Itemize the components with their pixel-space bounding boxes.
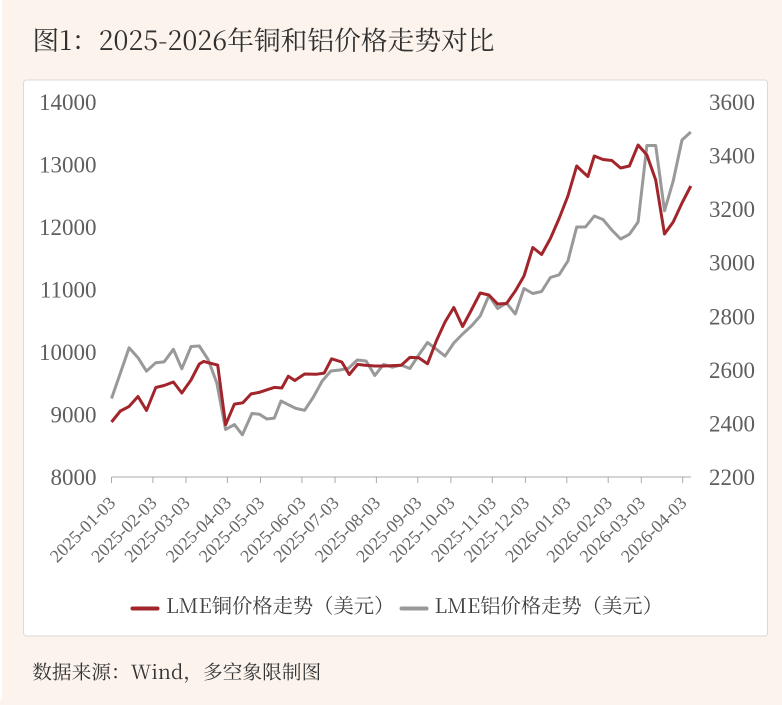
svg-text:8000: 8000 <box>51 465 97 490</box>
svg-text:3000: 3000 <box>709 251 755 276</box>
svg-text:12000: 12000 <box>39 215 97 240</box>
svg-text:2800: 2800 <box>709 304 755 329</box>
svg-text:10000: 10000 <box>39 340 97 365</box>
svg-text:2600: 2600 <box>709 358 755 383</box>
svg-text:3400: 3400 <box>709 144 755 169</box>
svg-text:3200: 3200 <box>709 197 755 222</box>
svg-text:11000: 11000 <box>40 278 97 303</box>
svg-text:14000: 14000 <box>39 90 97 115</box>
svg-text:2200: 2200 <box>709 465 755 490</box>
svg-text:13000: 13000 <box>39 153 97 178</box>
svg-text:3600: 3600 <box>709 90 755 115</box>
svg-text:2400: 2400 <box>709 411 755 436</box>
svg-text:9000: 9000 <box>51 403 97 428</box>
